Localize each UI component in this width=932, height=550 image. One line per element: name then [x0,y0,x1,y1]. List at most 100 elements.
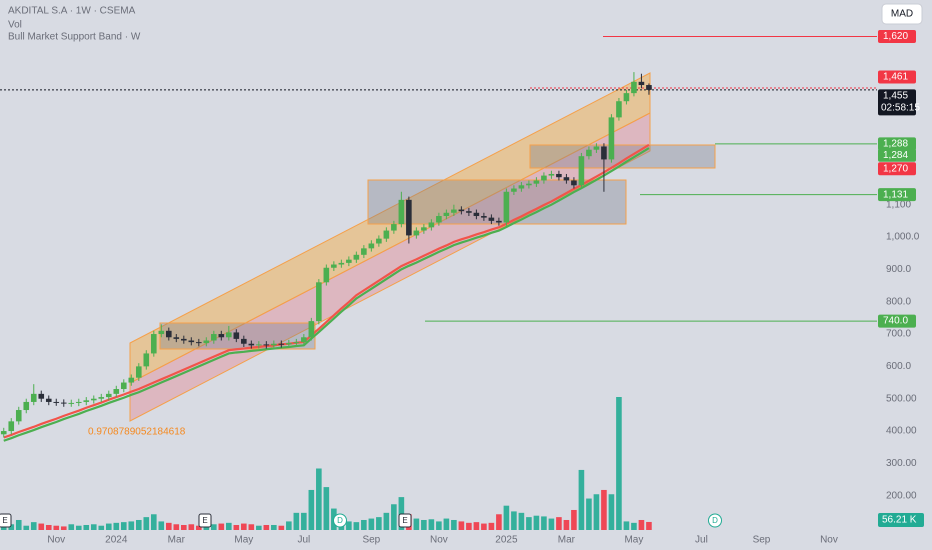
candle-body [173,337,180,339]
band-legend: Bull Market Support Band · W [8,32,141,43]
candle-body [443,212,450,217]
y-tick-label: 1,100 [886,199,911,210]
volume-bar [316,468,322,530]
fib-annotation: 0.9708789052184618 [88,427,186,438]
candle-body [248,343,255,346]
volume-tag [878,513,924,527]
candle-body [601,146,607,160]
volume-bar [83,524,90,530]
y-tick-label: 900.0 [886,264,911,275]
candle-body [113,389,120,394]
volume-bar [30,522,37,530]
candle-body [346,259,352,263]
candle-body [143,353,150,367]
candle-body [518,185,525,189]
volume-bar [181,524,187,530]
price-tag-label: 1,620 [883,31,908,42]
volume-bar [60,526,67,530]
currency[interactable]: MAD [891,9,913,20]
volume-bar [353,522,360,530]
currency-button[interactable] [881,3,923,25]
candle-body [203,340,210,344]
volume-bar [196,525,202,530]
volume-bar [256,525,262,530]
candle-body [316,282,322,322]
volume-bar [511,511,517,530]
price-tag [878,89,916,116]
volume-bar [346,521,352,530]
volume-bar [428,519,435,530]
volume-bar [421,519,427,530]
y-tick-label: 300.00 [886,458,917,469]
volume-bar [271,524,277,530]
candle-body [458,209,465,212]
price-tag-label: 1,131 [883,189,908,200]
candle-body [473,212,480,217]
candle-body [53,401,60,403]
volume-bar [623,521,630,530]
candle-body [135,366,142,378]
price-tag [878,314,916,328]
candle-body [226,332,232,338]
volume-bar [90,524,97,530]
candle-body [563,177,570,181]
volume-bar [586,498,592,530]
y-tick-label: 400.00 [886,426,917,437]
price-tag [878,162,916,176]
candle-body [496,220,502,223]
volume-bar [173,524,180,530]
candle-body [150,334,157,354]
y-tick-label: 700.0 [886,329,911,340]
volume-bar [593,494,600,530]
price-tag-label: 1,284 [883,150,908,161]
volume-bar [391,504,397,530]
price-tag-label: 1,461 [883,72,908,83]
x-tick-label: Sep [753,535,771,546]
candle-body [541,175,547,181]
x-tick-label: Nov [430,535,448,546]
range-box [529,144,716,169]
candle-body [196,342,202,344]
candle-body [616,101,622,118]
volume-bar [368,518,375,530]
candle-body [578,156,585,186]
price-tag-label: 740.0 [883,316,908,327]
volume-bar [608,494,615,530]
y-tick-label: 1,000.0 [886,232,920,243]
volume-bar [113,522,120,530]
band-line [3,147,650,442]
price-tag [878,137,916,151]
candle-body [271,343,277,346]
candle-body [451,209,457,213]
candle-body [376,238,382,244]
candle-body [0,431,7,435]
candle-body [436,216,442,223]
event-marker [0,513,12,528]
band-line [3,143,650,439]
candle-body [368,243,375,249]
candle-body [278,343,285,345]
volume-bar [578,469,585,530]
event-label: D [712,516,718,525]
candle-body [511,188,517,192]
candle-body [38,393,45,399]
event-marker [198,513,212,528]
candle-body [608,117,615,160]
volume-bar [143,517,150,530]
candle-body [338,262,345,265]
volume-bar [308,489,315,530]
x-tick-label: Mar [558,535,576,546]
candle-body [466,211,472,213]
volume-bar [541,516,547,530]
volume-bar [98,525,105,530]
volume-bar [68,524,75,530]
candle-body [45,398,52,402]
candle-body [105,393,112,398]
volume-bar [135,519,142,530]
event-label: E [202,516,207,525]
candle-body [308,321,315,338]
candle-body [128,377,135,383]
volume-bar [473,522,480,530]
candle-body [638,81,645,86]
